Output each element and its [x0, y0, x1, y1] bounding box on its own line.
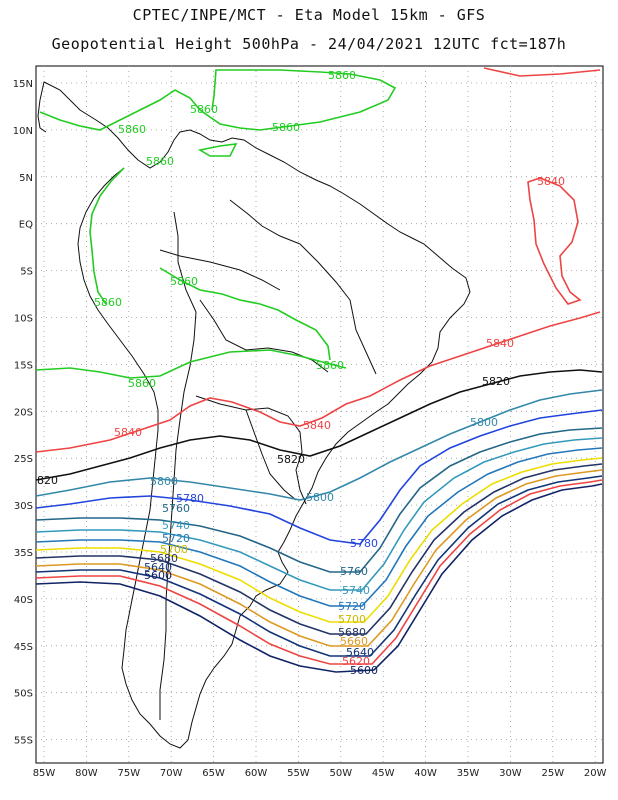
contour-label: 5860 — [94, 296, 122, 309]
contour-5600 — [35, 483, 603, 673]
contour-label: 5800 — [470, 416, 498, 429]
lat-lon-grid — [36, 66, 603, 763]
contour-5620 — [35, 479, 603, 665]
contour-label: 5660 — [340, 635, 368, 648]
lat-tick-label: 20S — [14, 407, 33, 418]
contour-5680 — [35, 463, 603, 635]
lon-tick-label: 70W — [160, 768, 183, 779]
contour-label: 5680 — [150, 552, 178, 565]
contour-label: 5640 — [346, 646, 374, 659]
contour-5720 — [35, 447, 603, 607]
lat-tick-label: 35S — [14, 548, 33, 559]
contour-label: 5860 — [146, 155, 174, 168]
lon-tick-label: 25W — [541, 768, 564, 779]
contour-5780 — [35, 409, 603, 545]
contour-5740 — [35, 437, 603, 591]
contour-label: 5640 — [144, 561, 172, 574]
lat-tick-label: 5N — [19, 173, 33, 184]
contour-labels: 5860 5860 5860 5860 5860 5860 5860 5860 … — [37, 69, 565, 677]
lat-tick-label: 55S — [14, 736, 33, 747]
lat-tick-label: 10S — [14, 314, 33, 325]
contour-label: 5620 — [342, 655, 370, 668]
contour-label: 5860 — [272, 121, 300, 134]
contour-5800 — [35, 389, 603, 501]
contour-label: 5600 — [350, 664, 378, 677]
lon-tick-label: 55W — [287, 768, 310, 779]
contour-label: 820 — [37, 474, 58, 487]
contour-label: 5780 — [350, 537, 378, 550]
contour-5860 — [35, 69, 397, 379]
lat-tick-label: 30S — [14, 501, 33, 512]
contour-5700 — [35, 457, 603, 623]
contour-label: 5840 — [486, 337, 514, 350]
lat-tick-label: 50S — [14, 689, 33, 700]
map-subtitle: Geopotential Height 500hPa - 24/04/2021 … — [51, 35, 567, 53]
map-frame — [35, 65, 604, 764]
lon-tick-label: 75W — [117, 768, 140, 779]
contour-label: 5680 — [338, 626, 366, 639]
map-title: CPTEC/INPE/MCT - Eta Model 15km - GFS — [132, 6, 486, 24]
lon-tick-label: 85W — [33, 768, 56, 779]
contour-label: 5840 — [537, 175, 565, 188]
lat-tick-label: EQ — [19, 220, 33, 231]
contour-label: 5700 — [338, 613, 366, 626]
contour-label: 5860 — [316, 359, 344, 372]
contour-label: 5800 — [306, 491, 334, 504]
contour-label: 5600 — [144, 569, 172, 582]
lon-tick-label: 30W — [499, 768, 522, 779]
lon-tick-label: 45W — [372, 768, 395, 779]
lat-tick-label: 5S — [20, 267, 33, 278]
lon-tick-label: 20W — [584, 768, 607, 779]
contour-label: 5860 — [128, 377, 156, 390]
contour-label: 5860 — [170, 275, 198, 288]
contour-label: 5820 — [482, 375, 510, 388]
axis-ticks: 15N 10N 5N EQ 5S 10S 15S 20S 25S 30S 35S 40S 45S 50S 5… — [13, 79, 607, 779]
lat-tick-label: 45S — [14, 642, 33, 653]
contour-label: 5820 — [277, 453, 305, 466]
contour-label: 5720 — [338, 600, 366, 613]
lon-tick-label: 50W — [329, 768, 352, 779]
lat-tick-label: 25S — [14, 454, 33, 465]
contour-label: 5860 — [118, 123, 146, 136]
lon-tick-label: 35W — [457, 768, 480, 779]
contour-label: 5740 — [342, 584, 370, 597]
lon-tick-label: 65W — [202, 768, 225, 779]
lat-tick-label: 10N — [13, 126, 33, 137]
contour-5660 — [35, 469, 603, 647]
contour-label: 5840 — [303, 419, 331, 432]
contour-label: 5720 — [162, 532, 190, 545]
contour-5640 — [35, 475, 603, 657]
contour-label: 5840 — [114, 426, 142, 439]
lat-tick-label: 15N — [13, 79, 33, 90]
contour-lines — [35, 67, 603, 673]
contour-label: 5740 — [162, 519, 190, 532]
contour-label: 5860 — [328, 69, 356, 82]
contour-label: 5700 — [160, 543, 188, 556]
lat-tick-label: 40S — [14, 595, 33, 606]
contour-label: 5860 — [190, 103, 218, 116]
contour-5820 — [35, 369, 603, 481]
contour-5840 — [35, 67, 601, 453]
contour-5760 — [35, 427, 603, 573]
lon-tick-label: 40W — [414, 768, 437, 779]
lat-tick-label: 15S — [14, 360, 33, 371]
lon-tick-label: 80W — [75, 768, 98, 779]
contour-label: 5800 — [150, 475, 178, 488]
contour-label: 5760 — [162, 502, 190, 515]
contour-label: 5760 — [340, 565, 368, 578]
lon-tick-label: 60W — [245, 768, 268, 779]
contour-label: 5780 — [176, 492, 204, 505]
